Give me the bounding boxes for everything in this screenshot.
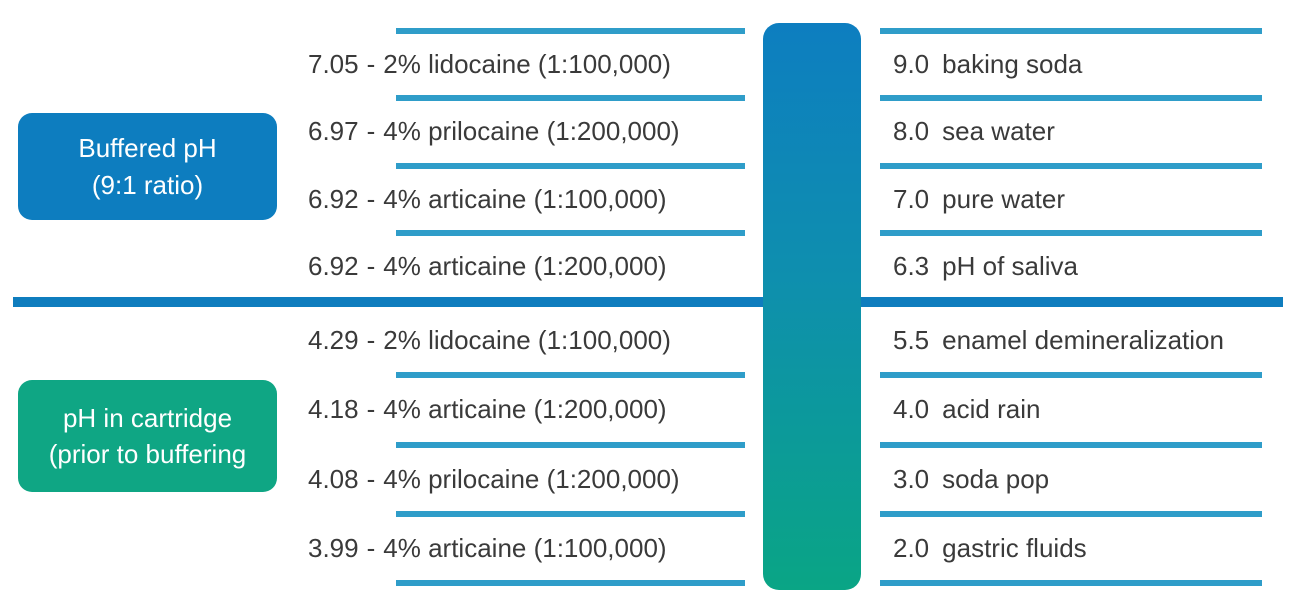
reference-substance-row: 2.0 gastric fluids: [876, 517, 1276, 587]
anesthetic-row: 6.92 - 4% articaine (1:200,000): [296, 229, 748, 297]
separator-line: [880, 95, 1262, 102]
anesthetic-row: 4.18 - 4% articaine (1:200,000): [296, 378, 748, 448]
reference-substance-row: 7.0 pure water: [876, 162, 1276, 230]
ph-gradient-bar: [763, 23, 861, 590]
substance-name: acid rain: [942, 394, 1041, 425]
buffered-ph-label-line1: Buffered pH: [78, 133, 217, 164]
reference-substance-row: 9.0 baking soda: [876, 28, 1276, 95]
cartridge-ph-label-line1: pH in cartridge: [62, 402, 233, 433]
anesthetic-name: 4% articaine (1:200,000): [383, 394, 667, 425]
separator-line: [396, 372, 745, 379]
anesthetic-name: 2% lidocaine (1:100,000): [383, 49, 671, 80]
neutral-divider-line: [13, 297, 1283, 307]
ph-value: 9.0: [893, 49, 930, 80]
separator-line: [880, 229, 1262, 236]
separator-line: [880, 162, 1262, 169]
dash-separator: -: [366, 251, 376, 282]
substance-name: enamel demineralization: [942, 325, 1224, 356]
ph-value: 3.0: [893, 463, 930, 494]
unbuffered-anesthetics-list: 4.29 - 2% lidocaine (1:100,000) 4.18 - 4…: [296, 309, 748, 587]
reference-substance-row: 3.0 soda pop: [876, 448, 1276, 517]
dash-separator: -: [366, 325, 376, 356]
ph-value: 3.99: [308, 533, 359, 564]
dash-separator: -: [366, 183, 376, 214]
separator-line: [880, 580, 1262, 587]
ph-value: 7.0: [893, 183, 930, 214]
separator-line: [396, 162, 745, 169]
anesthetic-row: 4.08 - 4% prilocaine (1:200,000): [296, 448, 748, 517]
anesthetic-row: 6.92 - 4% articaine (1:100,000): [296, 162, 748, 230]
separator-line: [880, 28, 1262, 34]
reference-substance-row: 8.0 sea water: [876, 95, 1276, 162]
ph-value: 4.18: [308, 394, 359, 425]
ph-value: 8.0: [893, 116, 930, 147]
anesthetic-row: 4.29 - 2% lidocaine (1:100,000): [296, 309, 748, 379]
ph-value: 2.0: [893, 533, 930, 564]
reference-substance-row: 5.5 enamel demineralization: [876, 309, 1276, 379]
dash-separator: -: [366, 533, 376, 564]
ph-value: 7.05: [308, 49, 359, 80]
substance-name: gastric fluids: [942, 533, 1087, 564]
separator-line: [396, 229, 745, 236]
substance-name: baking soda: [942, 49, 1083, 80]
dash-separator: -: [366, 394, 376, 425]
buffered-ph-label-line2: (9:1 ratio): [91, 169, 204, 200]
reference-substances-upper-list: 9.0 baking soda 8.0 sea water 7.0 pure w…: [876, 28, 1276, 297]
cartridge-ph-label-box: pH in cartridge (prior to buffering: [18, 380, 277, 492]
anesthetic-name: 4% prilocaine (1:200,000): [383, 463, 680, 494]
substance-name: sea water: [942, 116, 1055, 147]
separator-line: [880, 372, 1262, 379]
ph-value: 6.3: [893, 251, 930, 282]
anesthetic-name: 4% articaine (1:100,000): [383, 183, 667, 214]
ph-value: 4.08: [308, 463, 359, 494]
buffered-ph-label-box: Buffered pH (9:1 ratio): [18, 113, 277, 220]
ph-value: 6.97: [308, 116, 359, 147]
separator-line: [880, 441, 1262, 448]
anesthetic-name: 4% articaine (1:200,000): [383, 251, 667, 282]
cartridge-ph-label-line2: (prior to buffering: [48, 439, 247, 469]
dash-separator: -: [366, 116, 376, 147]
dash-separator: -: [366, 463, 376, 494]
anesthetic-row: 7.05 - 2% lidocaine (1:100,000): [296, 28, 748, 95]
reference-substances-lower-list: 5.5 enamel demineralization 4.0 acid rai…: [876, 309, 1276, 587]
separator-line: [396, 28, 745, 34]
ph-value: 6.92: [308, 183, 359, 214]
ph-value: 5.5: [893, 325, 930, 356]
anesthetic-row: 6.97 - 4% prilocaine (1:200,000): [296, 95, 748, 162]
separator-line: [396, 510, 745, 517]
ph-value: 6.92: [308, 251, 359, 282]
substance-name: soda pop: [942, 463, 1050, 494]
anesthetic-name: 4% prilocaine (1:200,000): [383, 116, 680, 147]
substance-name: pH of saliva: [942, 251, 1078, 282]
separator-line: [396, 441, 745, 448]
anesthetic-name: 2% lidocaine (1:100,000): [383, 325, 671, 356]
dash-separator: -: [366, 49, 376, 80]
ph-value: 4.0: [893, 394, 930, 425]
anesthetic-name: 4% articaine (1:100,000): [383, 533, 667, 564]
separator-line: [396, 95, 745, 102]
ph-value: 4.29: [308, 325, 359, 356]
buffered-anesthetics-list: 7.05 - 2% lidocaine (1:100,000) 6.97 - 4…: [296, 28, 748, 297]
separator-line: [880, 510, 1262, 517]
reference-substance-row: 4.0 acid rain: [876, 378, 1276, 448]
separator-line: [396, 580, 745, 587]
substance-name: pure water: [942, 183, 1065, 214]
anesthetic-row: 3.99 - 4% articaine (1:100,000): [296, 517, 748, 587]
reference-substance-row: 6.3 pH of saliva: [876, 229, 1276, 297]
